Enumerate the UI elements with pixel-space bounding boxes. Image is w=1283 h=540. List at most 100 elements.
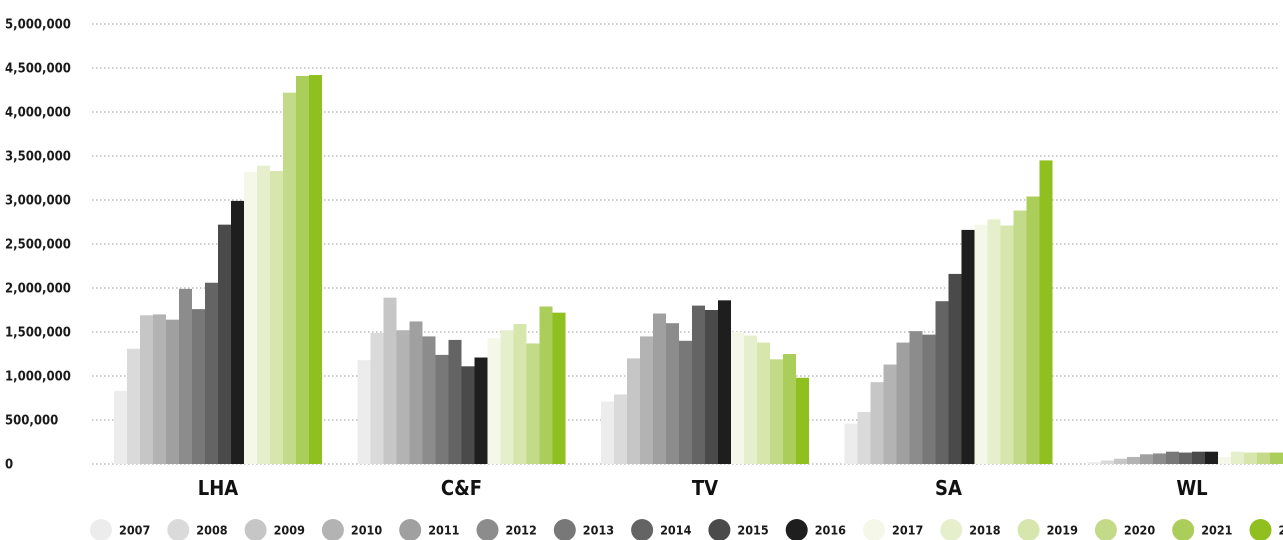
bar-tv-2017 — [731, 332, 744, 464]
legend-label: 2012 — [506, 523, 537, 538]
bar-tv-2010 — [640, 336, 653, 464]
bar-lha-2013 — [192, 309, 205, 464]
bar-cf-2022 — [552, 312, 566, 464]
bar-cf-2008 — [370, 332, 384, 464]
legend-swatch — [167, 519, 190, 540]
legend-label: 2007 — [119, 523, 150, 538]
bar-tv-2013 — [679, 340, 692, 464]
bar-wl-2017 — [1218, 456, 1231, 464]
bar-lha-2020 — [283, 92, 296, 464]
bar-wl-2014 — [1179, 452, 1192, 464]
legend-label: 2018 — [969, 523, 1000, 538]
bar-sa-2016 — [961, 229, 975, 464]
gridlines — [92, 23, 1278, 465]
category-label: TV — [692, 476, 718, 500]
bar-sa-2021 — [1026, 196, 1040, 465]
y-tick-label: 4,000,000 — [5, 106, 71, 121]
bar-tv-2022 — [796, 377, 809, 464]
bar-lha-2018 — [257, 165, 270, 464]
y-tick-label: 0 — [5, 458, 13, 473]
bar-cf-2007 — [357, 360, 371, 464]
bar-sa-2012 — [909, 331, 923, 464]
bar-lha-2017 — [244, 171, 257, 464]
bar-wl-2019 — [1244, 452, 1257, 464]
bar-sa-2008 — [857, 412, 871, 464]
bar-lha-2012 — [179, 288, 192, 464]
legend-label: 2010 — [351, 523, 382, 538]
legend-swatch — [1249, 519, 1272, 540]
legend-swatch — [785, 519, 808, 540]
y-tick-label: 2,500,000 — [5, 238, 71, 253]
y-tick-label: 4,500,000 — [5, 62, 71, 77]
legend-label: 2013 — [583, 523, 614, 538]
bar-lha-2022 — [309, 75, 322, 464]
bar-lha-2021 — [296, 75, 309, 465]
y-tick-label: 3,500,000 — [5, 150, 71, 165]
bar-cf-2009 — [383, 297, 397, 464]
legend-label: 2022 — [1279, 523, 1283, 538]
bar-cf-2011 — [409, 321, 423, 464]
legend-swatch — [553, 519, 576, 540]
bar-sa-2013 — [922, 334, 936, 464]
bars — [114, 75, 1283, 465]
bar-tv-2015 — [705, 310, 718, 464]
bar-tv-2012 — [666, 323, 679, 464]
bar-cf-2010 — [396, 330, 410, 464]
category-labels: LHA C&F TV SA WL — [198, 476, 1208, 500]
bar-tv-2020 — [770, 359, 783, 464]
legend-label: 2016 — [815, 523, 846, 538]
legend-swatch — [90, 519, 112, 540]
legend-swatch — [863, 519, 885, 540]
bar-tv-2011 — [653, 313, 666, 464]
category-label: SA — [935, 476, 962, 500]
legend-swatch — [708, 519, 731, 540]
bar-wl-2018 — [1231, 451, 1244, 464]
bar-sa-2015 — [948, 273, 962, 464]
bar-wl-2020 — [1257, 452, 1270, 464]
bar-cf-2015 — [461, 366, 475, 464]
bar-sa-2020 — [1013, 210, 1027, 464]
y-tick-label: 5,000,000 — [5, 18, 71, 33]
bar-cf-2012 — [422, 336, 436, 464]
legend-swatch — [244, 519, 267, 540]
bar-wl-2015 — [1192, 451, 1205, 464]
bar-sa-2022 — [1039, 160, 1053, 464]
bar-lha-2007 — [114, 390, 127, 464]
bar-sa-2018 — [987, 219, 1001, 464]
legend-swatch — [1017, 519, 1040, 540]
bar-cf-2014 — [448, 339, 462, 464]
legend-swatch — [940, 519, 963, 540]
bar-tv-2019 — [757, 342, 770, 464]
legend-label: 2017 — [892, 523, 923, 538]
bar-cf-2020 — [526, 343, 540, 464]
bar-wl-2016 — [1205, 451, 1218, 464]
y-tick-label: 2,000,000 — [5, 282, 71, 297]
y-tick-label: 3,000,000 — [5, 194, 71, 209]
bar-lha-2015 — [218, 224, 231, 464]
bar-wl-2013 — [1166, 451, 1179, 464]
bar-sa-2010 — [883, 364, 897, 464]
legend-label: 2009 — [274, 523, 305, 538]
y-tick-label: 500,000 — [5, 414, 58, 429]
legend: 2007 2008 2009 2010 2011 2012 2013 2014 2015 2016… — [90, 519, 1283, 540]
legend-swatch — [399, 519, 422, 540]
bar-wl-2021 — [1270, 452, 1283, 464]
bar-tv-2021 — [783, 354, 796, 464]
legend-swatch — [631, 519, 654, 540]
legend-label: 2020 — [1124, 523, 1155, 538]
bar-lha-2009 — [140, 315, 153, 464]
bar-wl-2011 — [1140, 454, 1153, 464]
bar-lha-2014 — [205, 282, 218, 464]
legend-label: 2008 — [196, 523, 227, 538]
category-label: LHA — [198, 476, 239, 500]
bar-cf-2021 — [539, 306, 553, 464]
legend-swatch — [321, 519, 344, 540]
bar-wl-2009 — [1114, 458, 1127, 464]
y-tick-label: 1,500,000 — [5, 326, 71, 341]
legend-swatch — [476, 519, 499, 540]
legend-label: 2015 — [737, 523, 768, 538]
category-label: WL — [1176, 476, 1207, 500]
category-label: C&F — [441, 476, 482, 500]
bar-wl-2010 — [1127, 456, 1140, 464]
